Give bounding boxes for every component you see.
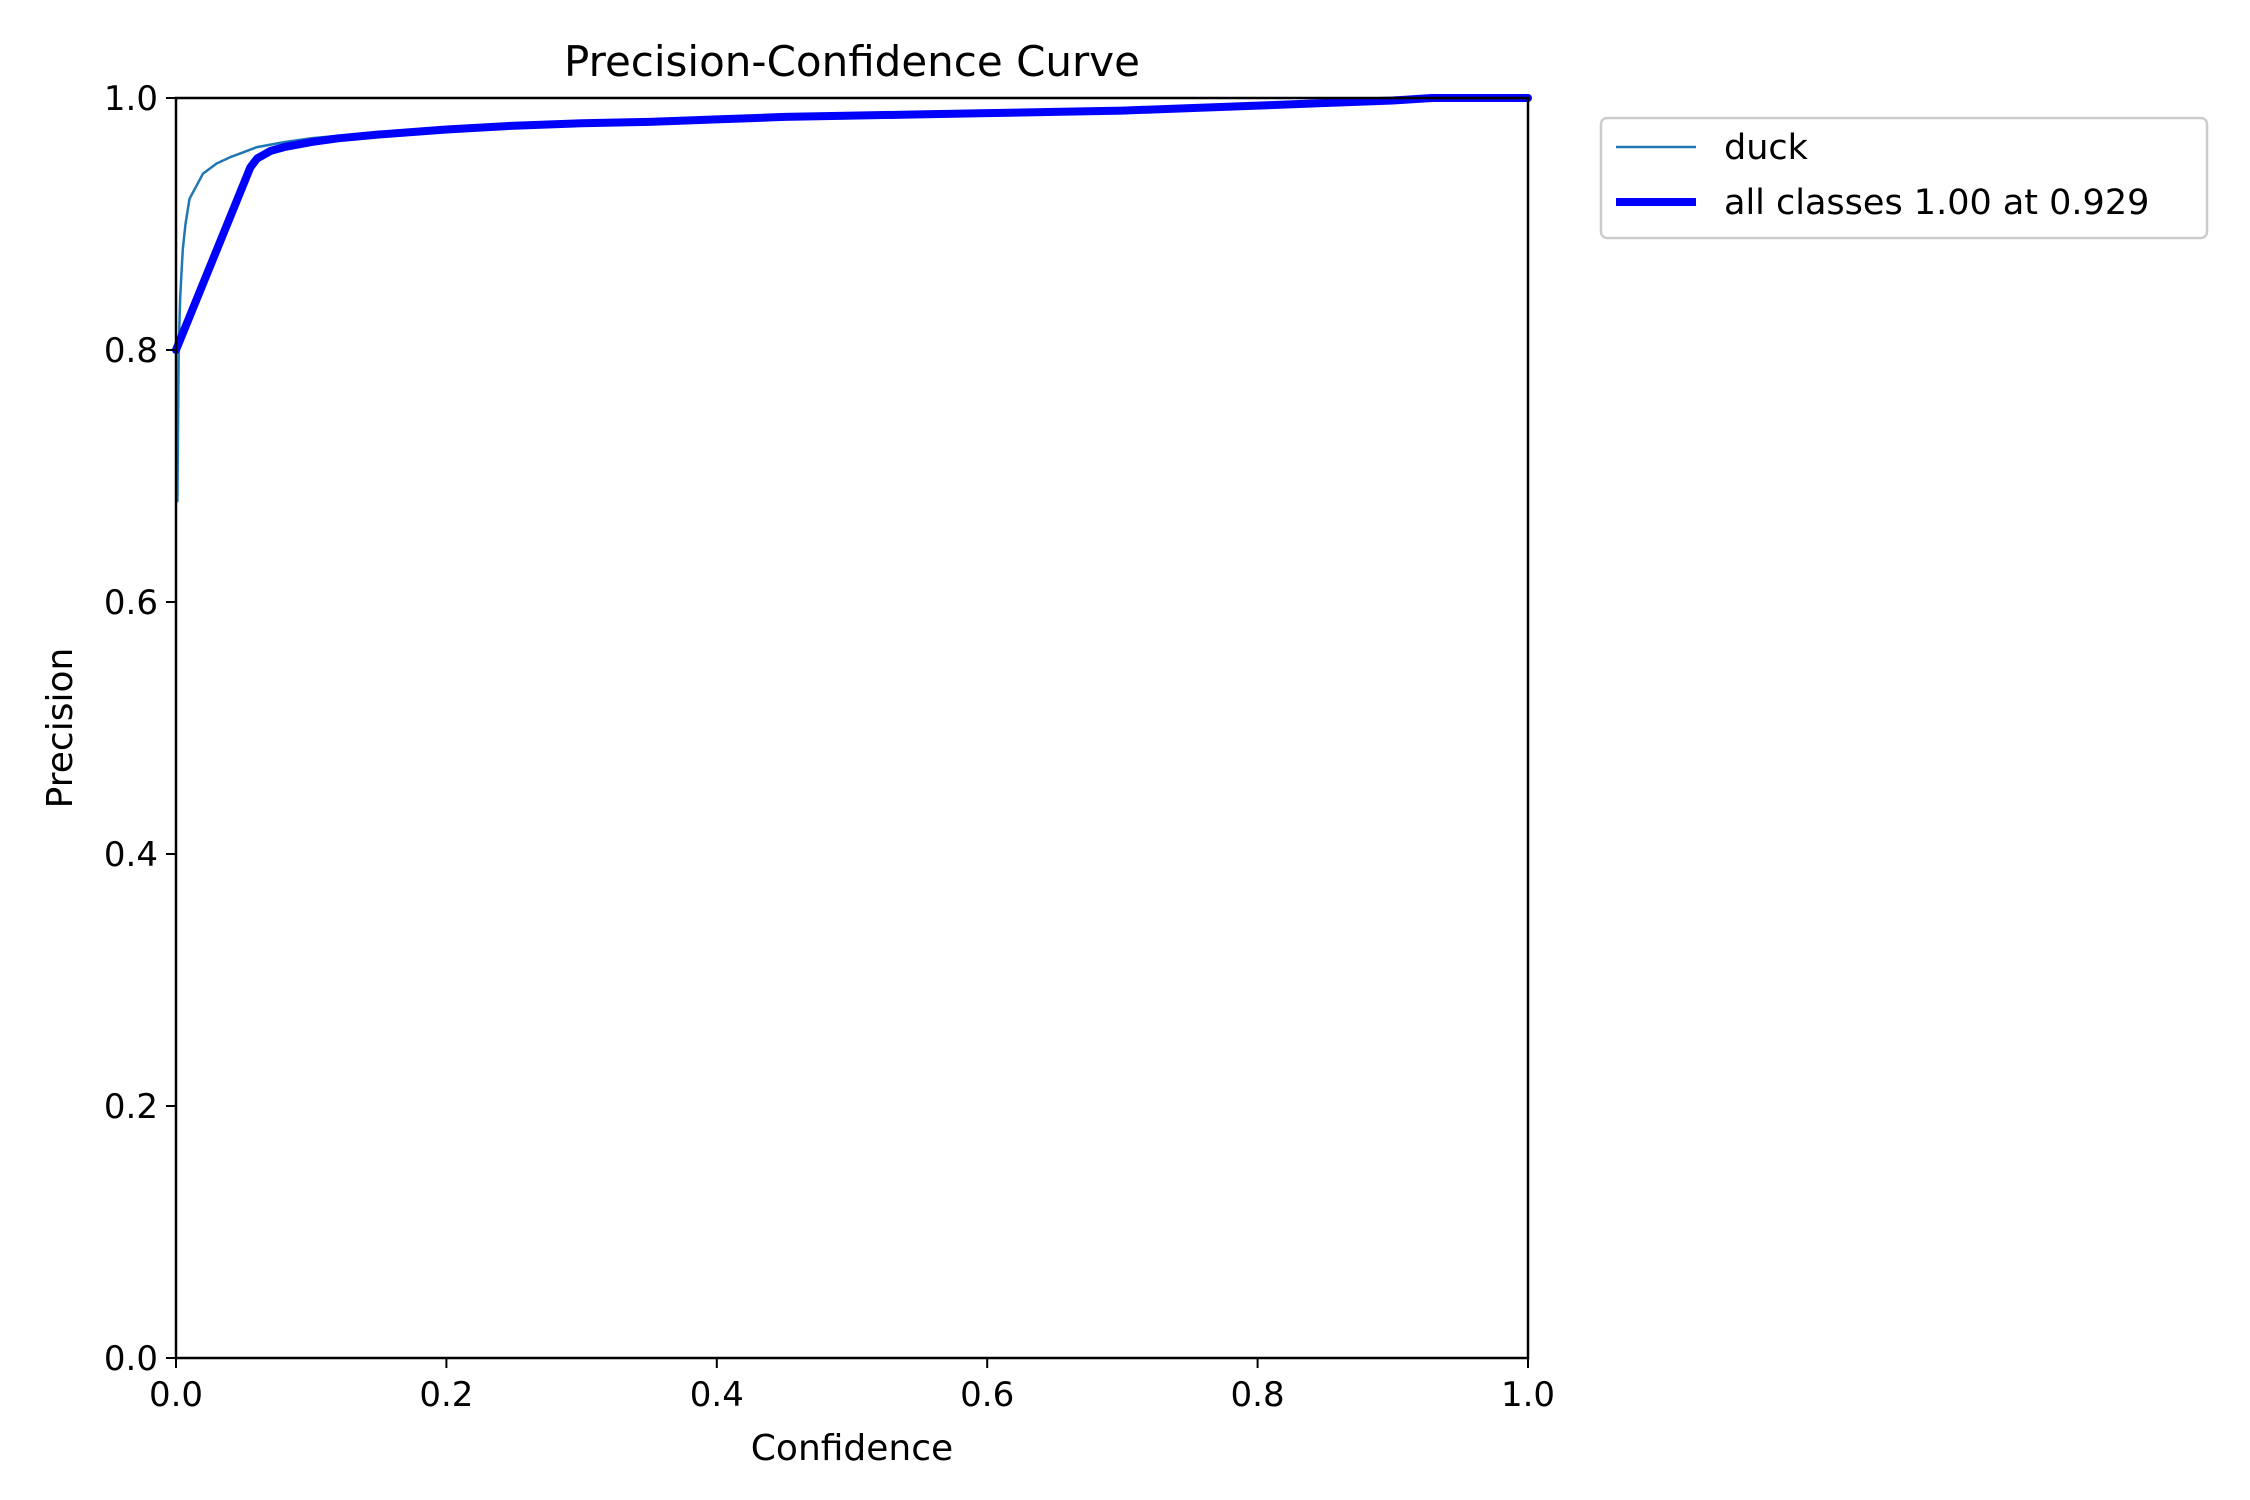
y-axis-label: Precision (40, 648, 81, 809)
x-tick-label: 0.4 (690, 1375, 744, 1415)
x-tick-label: 0.2 (419, 1375, 473, 1415)
y-tick-label: 0.4 (104, 835, 158, 875)
y-tick-label: 0.6 (104, 583, 158, 623)
x-axis: 0.0 0.2 0.4 0.6 0.8 1.0 (149, 1358, 1555, 1415)
y-axis: 0.0 0.2 0.4 0.6 0.8 1.0 (104, 79, 176, 1379)
chart-title: Precision-Confidence Curve (564, 37, 1140, 86)
y-tick-label: 1.0 (104, 79, 158, 119)
x-axis-label: Confidence (751, 1428, 953, 1469)
plot-frame (174, 96, 1530, 1360)
legend-label-all-classes: all classes 1.00 at 0.929 (1724, 183, 2149, 223)
legend-box (1599, 116, 2209, 240)
y-tick-label: 0.8 (104, 331, 158, 371)
legend: duck all classes 1.00 at 0.929 (1599, 116, 2209, 240)
series-layer (172, 94, 1532, 503)
x-tick-label: 0.6 (960, 1375, 1014, 1415)
x-tick-label: 1.0 (1501, 1375, 1555, 1415)
x-tick-label: 0.0 (149, 1375, 203, 1415)
x-tick-label: 0.8 (1231, 1375, 1285, 1415)
legend-label-duck: duck (1724, 128, 1809, 168)
y-tick-label: 0.2 (104, 1087, 158, 1127)
y-tick-label: 0.0 (104, 1339, 158, 1379)
series-line-all-classes (172, 94, 1532, 354)
